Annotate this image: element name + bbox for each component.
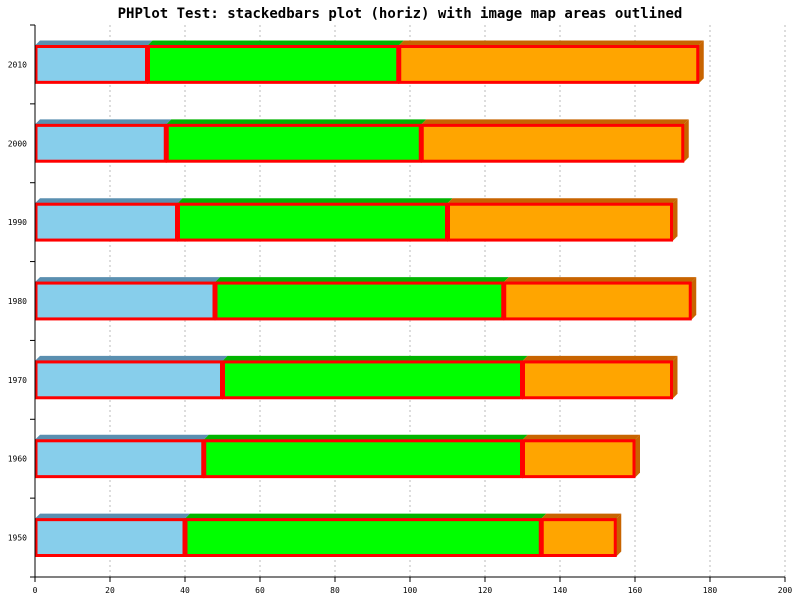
- bar-segment[interactable]: [503, 282, 692, 320]
- ticks-layer: 0 20 40 60 80 100 120 140 160 180 200 1950 1960 1970 1…: [8, 24, 793, 595]
- bar-segment[interactable]: [166, 124, 422, 163]
- bar-area-outline: [522, 360, 673, 400]
- bar-top-shade: [35, 40, 153, 46]
- bar-top-shade: [147, 40, 404, 46]
- bar-segment[interactable]: [222, 360, 523, 399]
- bar-segment[interactable]: [522, 439, 636, 478]
- bar-side-shade: [698, 40, 704, 84]
- bar-top-shade: [35, 513, 190, 519]
- bar-area-outline: [34, 202, 178, 242]
- bar-side-shade: [635, 434, 640, 478]
- bar-segment[interactable]: [185, 518, 542, 557]
- bar-area-outline: [34, 439, 205, 479]
- x-tick-label: 120: [478, 586, 493, 595]
- bar-segment[interactable]: [421, 124, 684, 163]
- bar-side-shade: [683, 119, 689, 163]
- bar-area-outline: [420, 123, 685, 163]
- x-tick-label: 160: [628, 586, 643, 595]
- bar-top-shade: [203, 434, 528, 440]
- x-tick-label: 0: [33, 586, 38, 595]
- bar-top-shade: [398, 40, 704, 46]
- bar-top-shade: [35, 119, 172, 125]
- y-tick-label: 1960: [8, 455, 27, 464]
- x-tick-label: 60: [255, 586, 265, 595]
- bar-side-shade: [691, 277, 697, 320]
- bar-top-shade: [35, 355, 228, 361]
- bar-area-outline: [184, 518, 542, 557]
- bar-top-shade: [541, 513, 622, 519]
- bar-top-shade: [35, 434, 209, 440]
- bar-top-shade: [177, 198, 453, 204]
- x-tick-label: 100: [403, 586, 418, 595]
- bar-area-outline: [165, 123, 422, 163]
- bar-top-shade: [35, 198, 183, 204]
- bar-segment[interactable]: [35, 282, 215, 320]
- bar-top-shade: [222, 355, 528, 361]
- bars-layer: [34, 40, 704, 557]
- bar-top-shade: [185, 513, 547, 519]
- bar-area-outline: [34, 518, 186, 557]
- bar-area-outline: [522, 439, 636, 479]
- bar-segment[interactable]: [177, 203, 448, 242]
- x-tick-label: 20: [105, 586, 115, 595]
- bar-side-shade: [672, 355, 678, 399]
- y-tick-label: 1990: [8, 218, 27, 227]
- bar-top-shade: [522, 355, 678, 361]
- y-tick-label: 1970: [8, 376, 27, 385]
- bar-top-shade: [522, 434, 640, 440]
- bar-area-outline: [147, 45, 400, 84]
- bar-segment[interactable]: [35, 45, 148, 84]
- y-tick-label: 2010: [8, 60, 27, 69]
- bar-segment[interactable]: [35, 124, 167, 163]
- bar-area-outline: [503, 281, 692, 321]
- x-tick-label: 80: [330, 586, 340, 595]
- bar-top-shade: [35, 277, 220, 283]
- bar-segment[interactable]: [398, 45, 699, 84]
- bar-area-outline: [447, 202, 673, 242]
- x-tick-label: 180: [703, 586, 718, 595]
- bar-segment[interactable]: [35, 360, 223, 399]
- bar-segment[interactable]: [215, 282, 504, 320]
- bar-top-shade: [447, 198, 678, 204]
- chart-title: PHPlot Test: stackedbars plot (horiz) wi…: [118, 6, 683, 22]
- bar-top-shade: [215, 277, 509, 283]
- bar-segment[interactable]: [541, 518, 617, 557]
- bar-segment[interactable]: [35, 203, 178, 242]
- bar-area-outline: [540, 518, 617, 557]
- y-tick-label: 1950: [8, 534, 27, 543]
- bar-area-outline: [222, 360, 523, 400]
- bar-area-outline: [34, 281, 216, 321]
- bar-segment[interactable]: [447, 203, 673, 242]
- bar-side-shade: [672, 198, 678, 242]
- x-tick-label: 140: [553, 586, 568, 595]
- bar-side-shade: [616, 513, 622, 557]
- bar-segment[interactable]: [522, 360, 673, 399]
- bar-segment[interactable]: [35, 518, 185, 557]
- x-tick-label: 40: [180, 586, 190, 595]
- bar-area-outline: [34, 45, 148, 84]
- bar-area-outline: [203, 439, 523, 479]
- y-tick-label: 1980: [8, 297, 27, 306]
- y-tick-label: 2000: [8, 139, 27, 148]
- x-tick-label: 200: [778, 586, 793, 595]
- bar-segment[interactable]: [35, 439, 204, 478]
- bar-area-outline: [34, 123, 167, 163]
- bar-area-outline: [398, 45, 700, 84]
- bar-top-shade: [166, 119, 427, 125]
- bar-top-shade: [421, 119, 689, 125]
- bar-area-outline: [177, 202, 448, 242]
- bar-segment[interactable]: [147, 45, 399, 84]
- bar-area-outline: [34, 360, 223, 400]
- bar-segment[interactable]: [203, 439, 523, 478]
- bar-area-outline: [214, 281, 505, 321]
- bar-top-shade: [503, 277, 697, 283]
